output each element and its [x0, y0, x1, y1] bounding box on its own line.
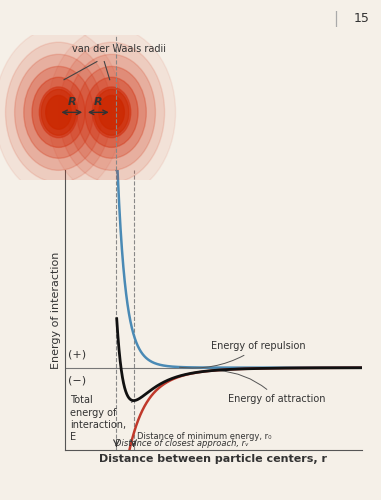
Text: (+): (+): [68, 350, 86, 360]
Text: Total
energy of
interaction,
E: Total energy of interaction, E: [70, 395, 138, 442]
Text: R: R: [67, 97, 76, 107]
Text: 15: 15: [354, 12, 370, 26]
Text: R: R: [94, 97, 102, 107]
Circle shape: [39, 87, 78, 138]
X-axis label: Distance between particle centers, r: Distance between particle centers, r: [99, 454, 327, 464]
Circle shape: [48, 28, 176, 197]
Circle shape: [99, 96, 124, 129]
Text: Energy of attraction: Energy of attraction: [218, 370, 326, 404]
Circle shape: [68, 54, 155, 170]
Text: |: |: [333, 11, 338, 27]
Circle shape: [94, 90, 129, 136]
Circle shape: [24, 66, 93, 158]
Text: Distance of closest approach, rᵥ: Distance of closest approach, rᵥ: [115, 440, 248, 448]
Text: Distance of minimum energy, r₀: Distance of minimum energy, r₀: [137, 432, 272, 441]
Text: Energy of repulsion: Energy of repulsion: [179, 341, 306, 368]
Circle shape: [77, 66, 146, 158]
Circle shape: [59, 42, 165, 182]
Circle shape: [92, 87, 131, 138]
Circle shape: [0, 28, 123, 197]
Circle shape: [41, 90, 76, 136]
Text: van der Waals radii: van der Waals radii: [72, 44, 166, 54]
Circle shape: [46, 96, 71, 129]
Y-axis label: Energy of interaction: Energy of interaction: [51, 252, 61, 368]
Text: (−): (−): [68, 376, 86, 386]
Circle shape: [85, 78, 138, 148]
Circle shape: [5, 42, 112, 182]
Circle shape: [14, 54, 102, 170]
Circle shape: [32, 78, 85, 148]
